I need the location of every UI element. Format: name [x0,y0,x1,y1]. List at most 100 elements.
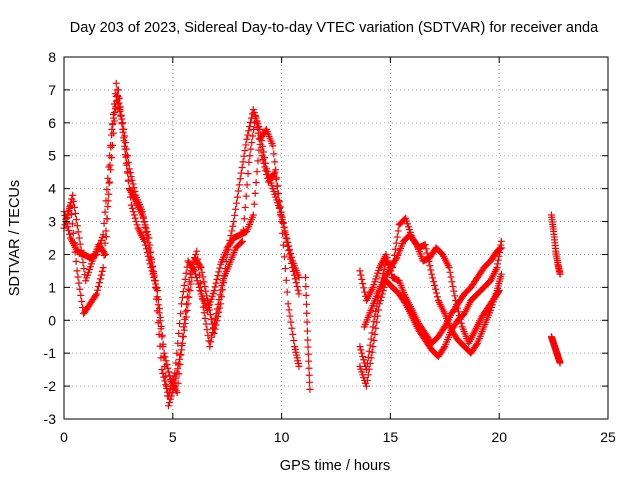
data-point [127,172,135,180]
y-tick-label: 4 [48,181,56,197]
data-point [357,346,365,354]
data-point [280,223,288,231]
data-point [252,179,260,187]
data-point [362,382,370,390]
series-segment-22h-b [547,333,564,367]
data-point [556,270,564,278]
data-point [141,237,149,245]
data-point [96,275,104,283]
data-point [196,279,204,287]
data-point [95,279,103,287]
data-point [280,253,288,261]
data-point [125,177,133,185]
data-point [104,197,112,205]
data-point [163,360,171,368]
data-point [193,247,201,255]
x-axis-label: GPS time / hours [280,458,390,474]
data-point [108,125,116,133]
data-point [240,215,248,223]
data-point [447,273,455,281]
y-tick-label: -3 [44,411,57,427]
data-point [184,285,192,293]
data-point [200,309,208,317]
data-point [119,128,127,136]
data-point [367,335,375,343]
data-point [241,203,249,211]
data-point [69,191,77,199]
data-point [358,349,366,357]
data-point [145,256,153,264]
data-point [72,258,80,266]
data-point [295,273,303,281]
data-point [372,307,380,315]
data-point [210,319,218,327]
data-point [210,324,218,332]
data-point [428,270,436,278]
data-point [101,239,109,247]
data-point [285,306,293,314]
data-point [73,222,81,230]
data-point [305,371,313,379]
data-point [302,300,310,308]
y-tick-label: 7 [48,82,56,98]
data-point [258,152,266,160]
data-point [75,234,83,242]
data-point [98,267,106,275]
data-point [151,277,159,285]
data-point [497,244,505,252]
data-point [283,234,291,242]
data-point [167,392,175,400]
data-point [432,289,440,297]
data-point [202,320,210,328]
data-point [305,357,313,365]
data-point [286,246,294,254]
data-point [494,260,502,268]
data-point [206,343,214,351]
axis-ticks: 0 5 10 15 20 25 -3 -2 -1 0 1 2 3 4 5 6 7 8 [44,49,616,445]
data-point [186,287,194,295]
data-point [176,360,184,368]
data-point [212,279,220,287]
data-point [192,250,200,258]
data-point [497,270,505,278]
data-point [161,353,169,361]
data-point [237,169,245,177]
y-tick-label: -1 [44,345,57,361]
data-point [71,248,79,256]
data-point [412,239,420,247]
data-point [127,201,135,209]
data-point [158,331,166,339]
data-point [284,300,292,308]
data-point [232,205,240,213]
x-tick-label: 10 [274,429,290,445]
data-point [245,158,253,166]
data-point [204,331,212,339]
data-point [250,125,258,133]
data-point [431,285,439,293]
data-point [110,114,118,122]
data-point [303,318,311,326]
data-point [182,269,190,277]
data-point [242,141,250,149]
x-tick-label: 5 [169,429,177,445]
data-point [70,239,78,247]
data-point [234,187,242,195]
data-point [249,211,257,219]
data-point [449,282,457,290]
data-point [210,287,218,295]
data-point [201,282,209,290]
data-point [207,338,215,346]
data-point [382,250,390,258]
data-point [360,284,368,292]
data-point [302,273,310,281]
data-point [182,308,190,316]
data-point [189,260,197,268]
data-point [452,297,460,305]
data-point [279,241,287,249]
data-point [205,301,213,309]
data-point [205,306,213,314]
data-point [223,250,231,258]
data-point [119,119,127,127]
x-tick-label: 20 [491,429,507,445]
series-track-6 [356,244,505,347]
